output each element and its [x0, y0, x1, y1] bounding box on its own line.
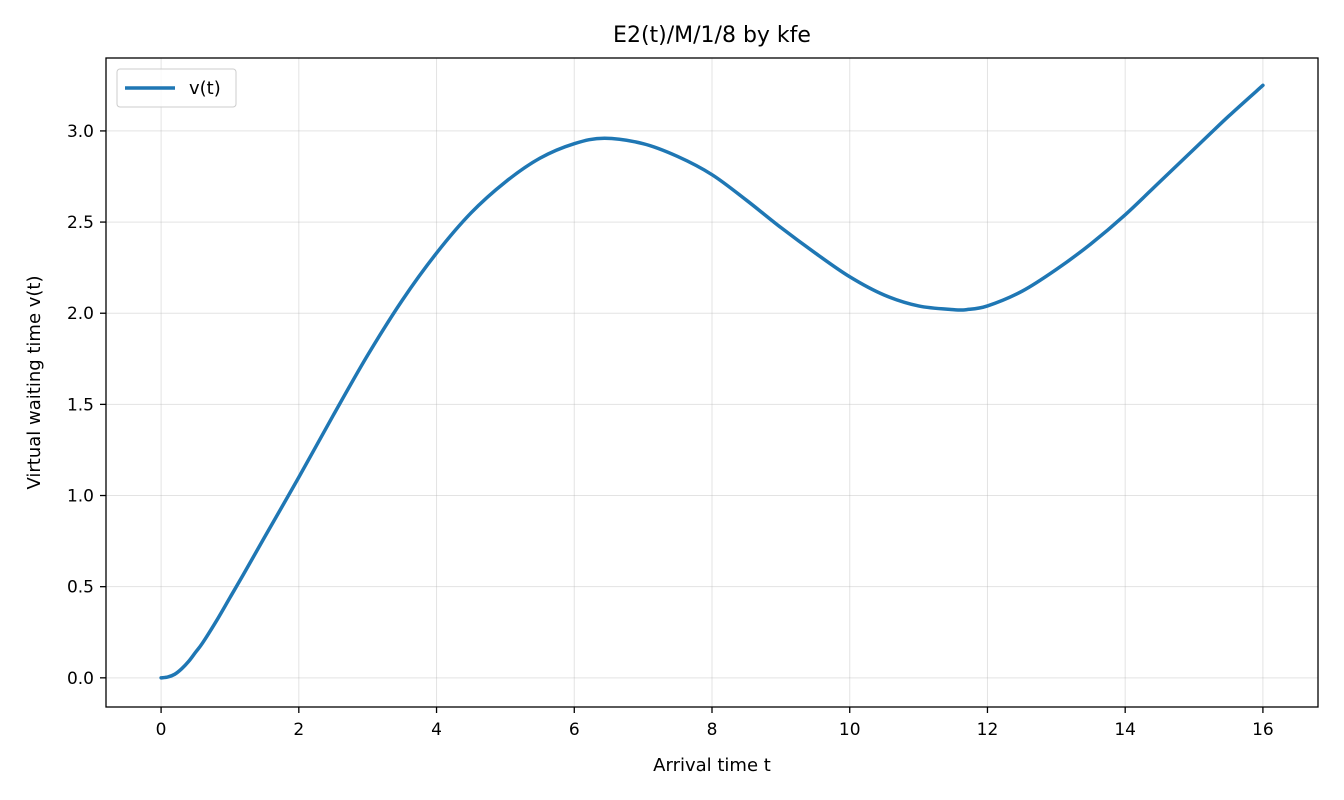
y-tick-label: 0.0: [67, 669, 94, 689]
x-axis-label: Arrival time t: [653, 755, 771, 776]
x-tick-label: 14: [1114, 720, 1136, 740]
legend-box: [116, 68, 237, 108]
y-tick-label: 1.5: [67, 395, 94, 415]
x-tick-label: 6: [569, 720, 580, 740]
y-tick-label: 2.0: [67, 304, 94, 324]
y-axis-label: Virtual waiting time v(t): [24, 275, 45, 489]
x-tick-label: 12: [977, 720, 999, 740]
y-tick-label: 3.0: [67, 122, 94, 142]
x-tick-label: 16: [1252, 720, 1274, 740]
y-tick-label: 1.0: [67, 487, 94, 507]
series-line-v-t: [159, 83, 1265, 680]
x-tick-label: 0: [156, 720, 167, 740]
x-tick-label: 8: [707, 720, 718, 740]
grid-layer: [106, 58, 1318, 707]
chart-title: E2(t)/M/1/8 by kfe: [613, 23, 811, 48]
x-tick-label: 2: [293, 720, 304, 740]
legend-label-v-t: v(t): [189, 78, 221, 99]
y-tick-label: 0.5: [67, 578, 94, 598]
x-tick-label: 10: [839, 720, 861, 740]
legend: v(t): [116, 68, 237, 108]
y-tick-label: 2.5: [67, 213, 94, 233]
series-layer: [159, 83, 1265, 680]
x-tick-label: 4: [431, 720, 442, 740]
tick-layer: 0 2 4 6 8 10 12 14 16 0.0 0.5 1.0 1.5 2.0 2.5 3.0: [67, 122, 1274, 740]
